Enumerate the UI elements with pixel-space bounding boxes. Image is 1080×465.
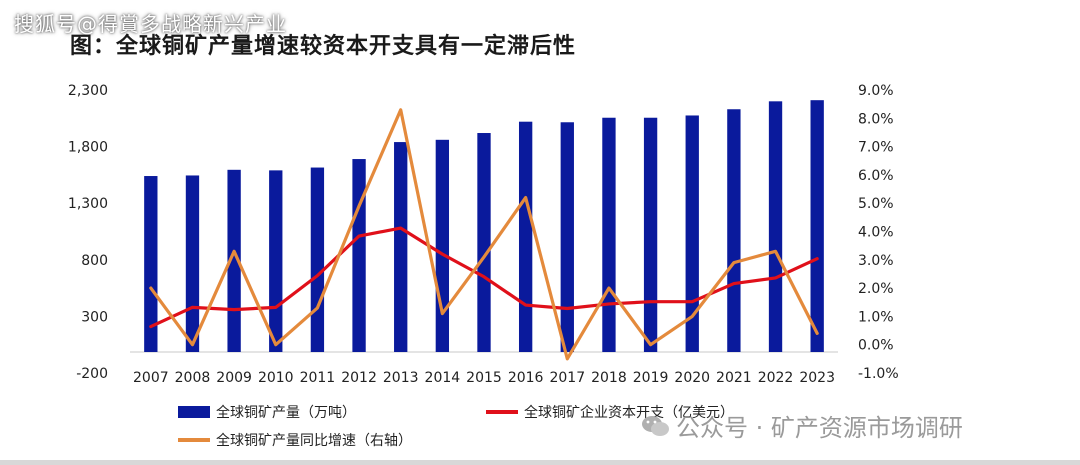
y-right-tick-label: 6.0% <box>858 168 894 184</box>
y-left-tick-label: 2,300 <box>68 83 108 99</box>
bar-production <box>602 117 616 352</box>
legend-swatch-capex <box>486 410 518 414</box>
x-tick-label: 2009 <box>216 370 252 386</box>
y-right-tick-label: 1.0% <box>858 309 894 325</box>
x-tick-label: 2023 <box>799 370 835 386</box>
x-tick-label: 2008 <box>175 370 211 386</box>
bar-production <box>144 176 158 352</box>
x-tick-label: 2020 <box>674 370 710 386</box>
x-tick-label: 2015 <box>466 370 502 386</box>
bar-production <box>435 139 450 352</box>
bar-production <box>643 117 658 352</box>
y-left-tick-label: 1,800 <box>68 140 108 156</box>
y-left-tick-label: -200 <box>76 366 108 382</box>
bar-production <box>394 142 408 352</box>
legend-label-growth: 全球铜矿产量同比增速（右轴） <box>216 433 412 449</box>
y-right-tick-label: 7.0% <box>858 140 894 156</box>
legend-item-production: 全球铜矿产量（万吨） <box>178 402 356 422</box>
x-tick-label: 2012 <box>341 370 377 386</box>
bar-production <box>810 100 824 352</box>
y-right-tick-label: 3.0% <box>858 253 894 269</box>
bar-production <box>269 170 283 352</box>
watermark-bottom: 公众号 · 矿产资源市场调研 <box>640 408 963 443</box>
y-right-tick-label: 5.0% <box>858 196 894 212</box>
y-right-tick-label: 9.0% <box>858 83 894 99</box>
x-tick-label: 2022 <box>758 370 794 386</box>
y-right-tick-label: 0.0% <box>858 338 894 354</box>
y-right-tick-label: -1.0% <box>858 366 899 382</box>
x-tick-label: 2016 <box>508 370 544 386</box>
bar-production <box>768 101 783 352</box>
bar-production <box>685 115 699 352</box>
y-right-tick-label: 4.0% <box>858 225 894 241</box>
x-tick-label: 2014 <box>425 370 461 386</box>
x-tick-label: 2017 <box>549 370 585 386</box>
legend-item-capex: 全球铜矿企业资本开支（亿美元） <box>486 402 734 422</box>
y-left-tick-label: 300 <box>81 309 108 325</box>
bar-production <box>518 121 533 352</box>
x-tick-label: 2013 <box>383 370 419 386</box>
bar-production <box>352 159 366 352</box>
legend-label-production: 全球铜矿产量（万吨） <box>216 405 356 421</box>
bar-production <box>185 175 200 352</box>
x-tick-label: 2021 <box>716 370 752 386</box>
bottom-rule <box>0 460 1080 465</box>
y-right-tick-label: 2.0% <box>858 281 894 297</box>
bar-production <box>727 109 741 352</box>
x-tick-label: 2007 <box>133 370 169 386</box>
legend-item-growth: 全球铜矿产量同比增速（右轴） <box>178 430 412 450</box>
legend-swatch-growth <box>178 438 210 442</box>
wechat-icon <box>642 415 669 436</box>
y-right-tick-label: 8.0% <box>858 111 894 127</box>
bar-production <box>560 122 574 353</box>
y-left-tick-label: 800 <box>81 253 108 269</box>
bar-production <box>227 169 241 352</box>
x-tick-label: 2018 <box>591 370 627 386</box>
legend-label-capex: 全球铜矿企业资本开支（亿美元） <box>524 405 734 421</box>
x-tick-label: 2019 <box>633 370 669 386</box>
bar-production <box>310 167 325 352</box>
watermark-bottom-text: 公众号 · 矿产资源市场调研 <box>676 414 963 442</box>
y-left-tick-label: 1,300 <box>68 196 108 212</box>
bar-production <box>477 133 491 352</box>
legend-swatch-production <box>178 406 210 418</box>
chart-title: 图：全球铜矿产量增速较资本开支具有一定滞后性 <box>70 34 577 59</box>
x-tick-label: 2011 <box>300 370 336 386</box>
x-tick-label: 2010 <box>258 370 294 386</box>
watermark-top: 搜狐号@得賞多战略新兴产业 <box>14 12 287 36</box>
